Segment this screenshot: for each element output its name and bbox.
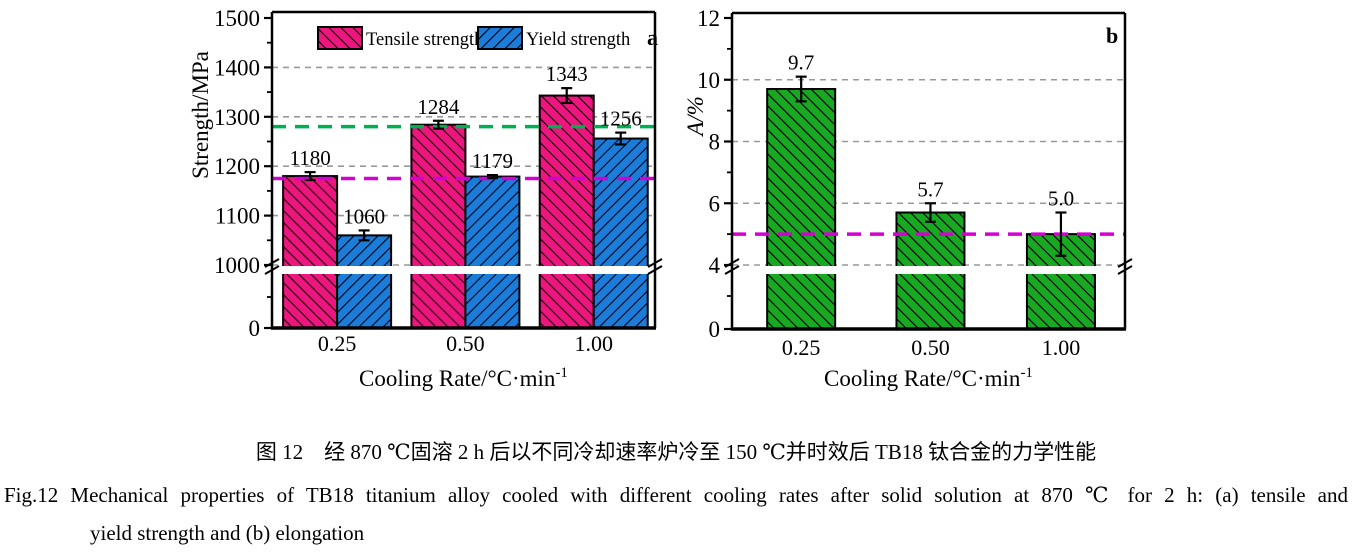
error-bar <box>561 87 573 105</box>
legend-label: Tensile strength <box>366 30 483 50</box>
y-tick-label: 1000 <box>214 253 260 278</box>
bar-tensile-strength-0.25 <box>282 175 339 329</box>
bar-yield-strength-1.00 <box>592 137 649 329</box>
axis-title-y: A/% <box>683 96 708 138</box>
axis-title-x: Cooling Rate/°C·min-1 <box>824 365 1033 391</box>
x-tick-label: 0.25 <box>782 335 821 360</box>
legend-swatch <box>477 26 523 50</box>
x-tick-label: 0.50 <box>911 335 950 360</box>
y-tick-label: 12 <box>697 6 720 31</box>
x-tick-label: 1.00 <box>574 331 613 356</box>
error-bar <box>795 75 807 103</box>
legend: Tensile strength Yield strength <box>317 26 630 50</box>
value-label: 5.0 <box>1048 187 1074 211</box>
value-label: 9.7 <box>788 51 814 75</box>
axis-break-band <box>591 266 650 274</box>
x-tick-label: 0.25 <box>318 331 357 356</box>
axis-break-band <box>463 266 522 274</box>
axis-break-marks <box>647 258 663 275</box>
axis-break-band <box>409 266 468 274</box>
axis-break-band <box>335 266 394 274</box>
bar-tensile-strength-1.00 <box>538 94 595 329</box>
axis-break-band <box>537 266 596 274</box>
value-label: 1284 <box>417 95 460 119</box>
chart-panel-b: 9.7 5.7 5.0 4 6 8 10 12 0 0.25 0.50 1.00 Cooling Rat… <box>683 6 1133 391</box>
y-tick-label: 1300 <box>214 105 260 130</box>
y-tick-label: 1100 <box>215 204 260 229</box>
error-bar <box>304 171 316 182</box>
error-bar <box>486 173 498 180</box>
panel-letter: b <box>1106 23 1118 48</box>
plot-border <box>270 10 657 330</box>
axis-break-band <box>281 266 340 274</box>
error-bar <box>924 202 936 223</box>
error-bar <box>615 131 627 146</box>
bar-yield-strength-0.50 <box>464 175 521 329</box>
y-tick-label: 1400 <box>214 55 260 80</box>
value-label: 1180 <box>289 146 330 170</box>
y-tick-label: 8 <box>709 130 721 155</box>
panel-letter: a <box>647 25 658 50</box>
axis-break-marks <box>1117 258 1133 275</box>
axis-break-marks <box>724 258 740 275</box>
charts-canvas: 1180128413431060117912561000110012001300… <box>188 6 1133 391</box>
y-tick-label: 0 <box>249 316 261 341</box>
value-label: 1256 <box>600 107 642 131</box>
plot-border <box>730 11 1127 331</box>
caption-english-line1: Fig.12 Mechanical properties of TB18 tit… <box>4 483 1348 507</box>
axis-break-marks <box>264 258 280 275</box>
y-tick-label: 1200 <box>214 154 260 179</box>
y-tick-label: 4 <box>709 253 721 278</box>
legend-swatch <box>317 26 363 50</box>
value-label: 1179 <box>472 149 513 173</box>
y-tick-label: 10 <box>697 68 720 93</box>
x-tick-label: 0.50 <box>446 331 485 356</box>
bar-tensile-strength-0.50 <box>410 123 467 330</box>
error-bar <box>1055 211 1067 257</box>
axis-break-band <box>765 266 838 274</box>
axis-title-x: Cooling Rate/°C·min-1 <box>359 365 568 391</box>
y-tick-label: 1500 <box>214 6 260 31</box>
bar-yield-strength-0.25 <box>336 234 393 329</box>
axis-title-y: Strength/MPa <box>188 51 213 179</box>
y-tick-label: 6 <box>709 191 721 216</box>
caption-english-line2: yield strength and (b) elongation <box>90 521 365 545</box>
chart-panel-a: 1180 1284 1343 1060 1179 1256 1000 1100 1200 1300… <box>188 6 663 391</box>
value-label: 1060 <box>343 204 385 228</box>
caption-chinese: 图 12 经 870 ℃固溶 2 h 后以不同冷却速率炉冷至 150 ℃并时效后… <box>255 440 1097 464</box>
axis-break-band <box>894 266 967 274</box>
value-label: 5.7 <box>917 177 943 201</box>
legend-label: Yield strength <box>526 30 630 50</box>
y-tick-label: 0 <box>709 317 721 342</box>
error-bar <box>358 229 370 242</box>
value-label: 1343 <box>546 62 588 86</box>
x-tick-label: 1.00 <box>1042 335 1081 360</box>
error-bar <box>432 119 444 130</box>
axis-break-band <box>1024 266 1097 274</box>
bar-elongation-0.25 <box>766 88 837 330</box>
